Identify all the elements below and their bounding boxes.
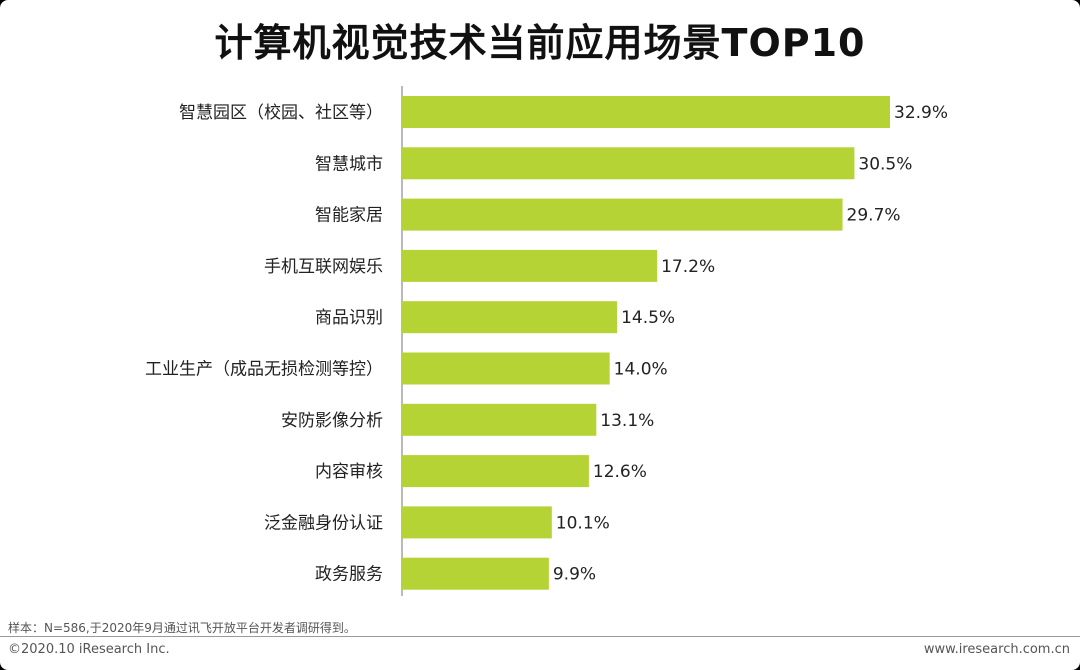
category-label: 智慧园区（校园、社区等）: [179, 103, 383, 123]
category-label: 手机互联网娱乐: [264, 257, 383, 277]
bar: [402, 403, 597, 436]
value-label: 12.6%: [593, 462, 647, 482]
category-label: 商品识别: [315, 308, 383, 328]
bar: [402, 301, 618, 334]
value-label: 13.1%: [600, 411, 654, 431]
category-label: 内容审核: [315, 462, 383, 482]
value-label: 17.2%: [661, 257, 715, 277]
sample-note: 样本：N=586,于2020年9月通过讯飞开放平台开发者调研得到。: [8, 621, 356, 635]
category-label: 泛金融身份认证: [264, 513, 383, 533]
chart-title: 计算机视觉技术当前应用场景TOP10: [214, 21, 866, 65]
bar: [402, 506, 552, 539]
bar: [402, 96, 890, 128]
bar: [402, 249, 658, 282]
bar: [402, 198, 843, 231]
bar: [402, 557, 549, 590]
value-label: 29.7%: [847, 206, 901, 226]
bar: [402, 352, 610, 385]
category-label: 政务服务: [315, 565, 383, 585]
value-label: 30.5%: [858, 154, 912, 174]
category-label: 安防影像分析: [281, 411, 383, 431]
value-label: 9.9%: [553, 565, 596, 585]
category-label: 智慧城市: [315, 154, 383, 174]
value-label: 14.5%: [621, 308, 675, 328]
category-label: 智能家居: [315, 206, 383, 226]
bar: [402, 455, 589, 488]
value-label: 32.9%: [894, 103, 948, 123]
value-label: 14.0%: [614, 360, 668, 380]
bar: [402, 147, 855, 180]
footer-divider: [0, 636, 1080, 637]
value-label: 10.1%: [556, 513, 610, 533]
category-label: 工业生产（成品无损检测等控）: [145, 360, 383, 380]
website-link[interactable]: www.iresearch.com.cn: [923, 642, 1070, 657]
copyright-text: ©2020.10 iResearch Inc.: [8, 642, 170, 657]
bar-chart: 智慧园区（校园、社区等） 32.9% 智慧城市 30.5% 智能家居 29.7% 手机互联网…: [145, 86, 948, 596]
